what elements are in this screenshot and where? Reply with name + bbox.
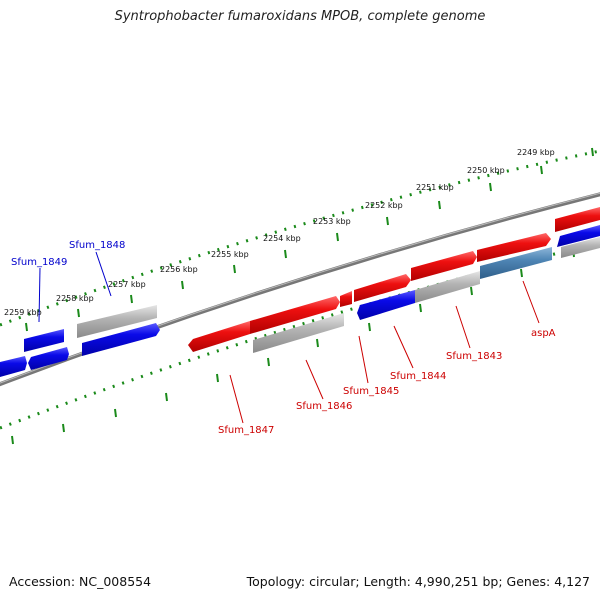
major-tick — [216, 373, 219, 383]
topology-summary: Topology: circular; Length: 4,990,251 bp… — [246, 574, 590, 589]
major-tick — [316, 338, 319, 348]
major-tick — [114, 408, 117, 418]
major-tick — [267, 357, 270, 367]
map-title: Syntrophobacter fumaroxidans MPOB, compl… — [114, 9, 486, 24]
major-tick — [165, 392, 168, 402]
gene-sfum-1849[interactable] — [24, 329, 64, 352]
leader-sfum-1849 — [38, 267, 41, 323]
kbp-label: 2255 kbp — [211, 250, 249, 259]
kbp-label: 2258 kbp — [56, 294, 94, 303]
gene-asp-a[interactable] — [480, 247, 552, 279]
leader-sfum-1847 — [229, 374, 244, 424]
major-tick — [130, 294, 133, 304]
gene-sfum-1844[interactable] — [354, 274, 411, 302]
gene-sfum-1848[interactable] — [82, 323, 160, 356]
outer-scale-dots — [0, 149, 600, 327]
kbp-label: 2253 kbp — [313, 217, 351, 226]
gene-left-edge[interactable] — [0, 356, 27, 377]
gene-sfum-1848-grey[interactable] — [77, 305, 157, 338]
kbp-label: 2251 kbp — [416, 183, 454, 192]
gene-grey-lower-2[interactable] — [415, 271, 480, 303]
gene-grey-right[interactable] — [561, 237, 600, 258]
major-tick — [386, 216, 389, 226]
gene-sfum-1846[interactable] — [250, 296, 340, 334]
gene-blue-lower[interactable] — [357, 290, 415, 320]
major-tick — [470, 286, 473, 296]
leader-sfum-1845 — [358, 335, 369, 384]
leader-sfum-1843 — [455, 305, 471, 349]
major-tick — [438, 200, 441, 210]
major-tick — [181, 280, 184, 290]
major-tick — [419, 303, 422, 313]
gene-label-sfum-1844[interactable]: Sfum_1844 — [390, 371, 446, 382]
kbp-label: 2257 kbp — [108, 280, 146, 289]
major-tick — [520, 268, 523, 278]
major-tick — [62, 423, 65, 433]
major-tick — [233, 264, 236, 274]
inner-major-ticks — [11, 248, 575, 445]
gene-label-sfum-1847[interactable]: Sfum_1847 — [218, 425, 274, 436]
gene-label-sfum-1848[interactable]: Sfum_1848 — [69, 240, 125, 251]
major-tick — [591, 147, 594, 157]
gene-blue-right[interactable] — [557, 225, 600, 247]
major-tick — [489, 182, 492, 192]
gene-grey-lower-1[interactable] — [253, 313, 344, 353]
leader-sfum-1846 — [305, 359, 324, 400]
gene-label-sfum-1846[interactable]: Sfum_1846 — [296, 401, 352, 412]
major-tick — [284, 249, 287, 259]
gene-label-sfum-1849[interactable]: Sfum_1849 — [11, 257, 67, 268]
gene-asp-a-forward[interactable] — [477, 233, 551, 262]
kbp-label: 2254 kbp — [263, 234, 301, 243]
major-tick — [540, 165, 543, 175]
gene-label-sfum-1845[interactable]: Sfum_1845 — [343, 386, 399, 397]
gene-label-asp-a[interactable]: aspA — [531, 328, 556, 339]
kbp-label: 2249 kbp — [517, 148, 555, 157]
backbone-line — [0, 192, 600, 387]
kbp-label: 2252 kbp — [365, 201, 403, 210]
kbp-label: 2250 kbp — [467, 166, 505, 175]
major-tick — [25, 322, 28, 332]
major-tick — [77, 308, 80, 318]
major-tick — [11, 435, 14, 445]
leader-sfum-1844 — [393, 325, 414, 369]
major-tick — [336, 232, 339, 242]
leader-sfum-1848 — [95, 251, 112, 297]
accession-label: Accession: NC_008554 — [9, 574, 152, 589]
outer-major-ticks — [25, 147, 594, 332]
leader-asp-a — [522, 280, 540, 324]
gene-sfum-1847[interactable] — [188, 321, 250, 352]
gene-label-sfum-1843[interactable]: Sfum_1843 — [446, 351, 502, 362]
gene-sfum-1849-lower[interactable] — [28, 347, 69, 370]
major-tick — [368, 322, 371, 332]
gene-forward-right[interactable] — [555, 207, 600, 232]
gene-sfum-1843[interactable] — [411, 251, 477, 281]
kbp-label: 2256 kbp — [160, 265, 198, 274]
gene-sfum-1845[interactable] — [340, 291, 352, 307]
kbp-label: 2259 kbp — [4, 308, 42, 317]
